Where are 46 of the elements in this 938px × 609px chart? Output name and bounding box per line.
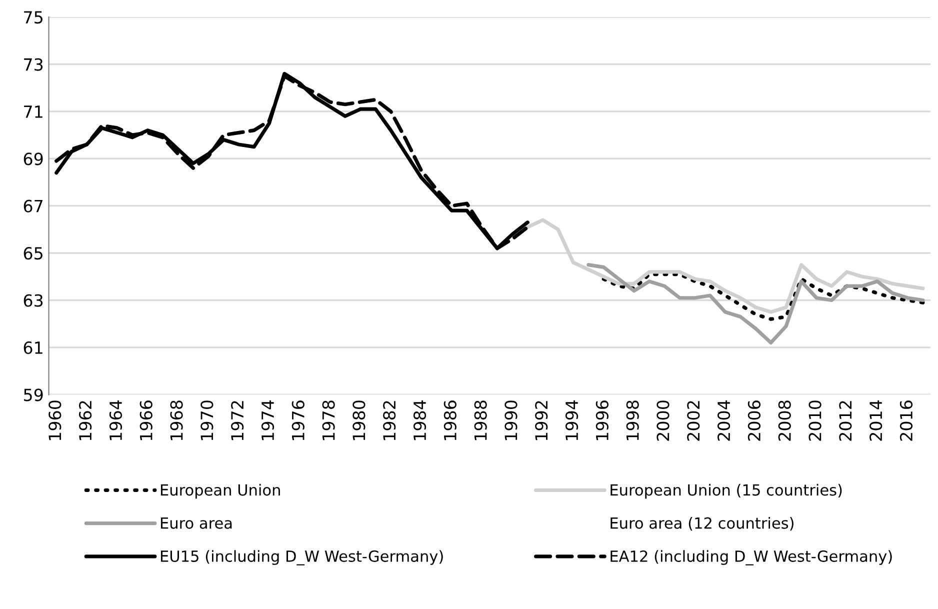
x-tick-label: 1990 bbox=[504, 400, 518, 440]
x-tick-label: 1998 bbox=[626, 400, 639, 440]
line-series bbox=[586, 263, 925, 345]
x-tick-label: 1994 bbox=[565, 400, 578, 440]
x-tick-label: 1964 bbox=[109, 400, 122, 440]
y-tick-label: 69 bbox=[24, 152, 43, 166]
x-tick-label: 1992 bbox=[535, 401, 548, 440]
x-tick-label: 1960 bbox=[48, 400, 62, 440]
x-tick-label: 1970 bbox=[200, 400, 214, 440]
x-tick-label: 1986 bbox=[444, 400, 456, 440]
x-tick-label: 1962 bbox=[79, 401, 92, 440]
legend-label: EA12 (including D_W West-Germany) bbox=[610, 550, 892, 566]
x-tick-label: 2016 bbox=[900, 400, 913, 441]
x-tick-label: 2014 bbox=[870, 400, 882, 441]
x-tick-label: 1996 bbox=[596, 400, 608, 440]
x-tick-label: 2000 bbox=[656, 400, 670, 441]
x-tick-label: 1972 bbox=[231, 401, 244, 440]
x-tick-label: 1980 bbox=[352, 400, 366, 440]
y-tick-label: 73 bbox=[24, 58, 43, 71]
x-tick-label: 1968 bbox=[170, 400, 183, 440]
x-tick-label: 2006 bbox=[748, 400, 761, 441]
line-series bbox=[602, 272, 925, 321]
legend-label: Euro area bbox=[160, 517, 232, 529]
x-tick-label: 1982 bbox=[383, 401, 396, 440]
x-tick-label: 2004 bbox=[717, 400, 730, 441]
legend-label: EU15 (including D_W West-Germany) bbox=[160, 550, 443, 566]
y-tick-label: 67 bbox=[24, 200, 42, 212]
x-tick-label: 1976 bbox=[292, 400, 304, 440]
text: Euro area (12 countries) bbox=[610, 517, 794, 531]
y-tick-label: 71 bbox=[24, 106, 42, 118]
x-tick-label: 2012 bbox=[839, 401, 852, 441]
x-tick-label: 1978 bbox=[322, 400, 335, 440]
y-tick-label: 59 bbox=[24, 388, 43, 402]
x-tick-label: 2002 bbox=[687, 401, 700, 441]
x-tick-label: 1984 bbox=[413, 400, 426, 440]
x-tick-label: 1974 bbox=[261, 400, 274, 440]
legend-label: European Union (15 countries) bbox=[610, 484, 842, 499]
x-tick-label: 1966 bbox=[140, 400, 152, 440]
x-tick-label: 2010 bbox=[808, 400, 822, 441]
y-tick-label: 63 bbox=[24, 294, 43, 307]
y-tick-label: 61 bbox=[24, 341, 42, 354]
y-tick-label: 75 bbox=[24, 11, 42, 24]
x-tick-label: 1988 bbox=[474, 400, 487, 440]
x-tick-label: 2008 bbox=[778, 400, 791, 441]
y-tick-label: 65 bbox=[24, 247, 42, 260]
legend-label: European Union bbox=[160, 484, 280, 499]
